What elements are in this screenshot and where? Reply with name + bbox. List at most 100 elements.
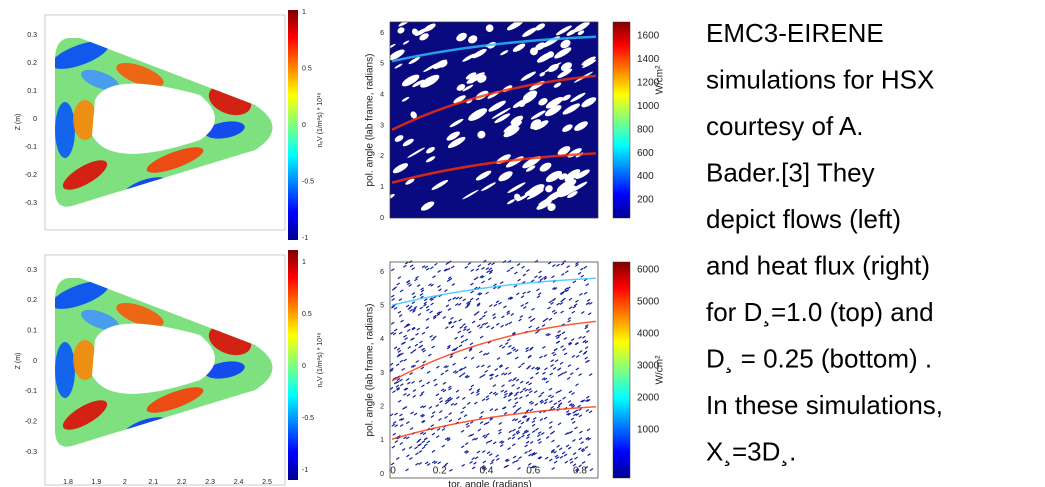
flux-dash [478, 350, 483, 354]
flux-dash [491, 262, 495, 266]
flux-dash [579, 292, 583, 296]
flux-dash [543, 377, 548, 381]
flux-dash [464, 338, 468, 342]
flux-dash [444, 289, 448, 293]
plots [44, 10, 631, 486]
flux-dash [578, 373, 582, 377]
flux-dash [548, 425, 553, 429]
flux-dash [500, 389, 505, 393]
flow-region [205, 361, 245, 379]
x-axis-label: tor. angle (radians) [448, 480, 531, 487]
flux-dash [462, 328, 467, 332]
flux-dash [525, 430, 530, 434]
flux-dash [440, 372, 445, 376]
flux-dash [577, 271, 582, 275]
flux-dash [553, 402, 558, 406]
flux-dash [526, 433, 531, 437]
flux-dash [393, 306, 398, 310]
flux-gap [401, 74, 420, 87]
flux-dash [568, 306, 573, 310]
flux-dash [495, 454, 500, 458]
flux-dash [585, 395, 590, 399]
flux-dash [492, 313, 496, 317]
flux-dash [488, 267, 493, 271]
labels: 0.3 0.2 0.1 0 -0.1 -0.2 -0.3 1 0.5 0 -0.5 -1 Z (m) nₑ… [15, 9, 943, 487]
flux-dash [569, 430, 574, 434]
flux-dash [495, 322, 500, 326]
flux-dash [399, 378, 403, 382]
flux-dash [425, 317, 430, 321]
flux-dash [527, 365, 532, 369]
flux-dash [445, 365, 449, 369]
flux-dash [581, 399, 586, 403]
flux-gap [477, 74, 487, 83]
flux-dash [433, 461, 438, 465]
flux-dash [418, 379, 423, 383]
flux-dash [586, 398, 591, 402]
flux-dash [470, 433, 475, 437]
flux-dash [464, 305, 469, 309]
flux-dash [471, 437, 476, 441]
flux-dash [557, 399, 562, 403]
flux-dash [580, 310, 585, 314]
flux-gap [470, 79, 476, 84]
flux-dash [435, 393, 440, 397]
flux-dash [390, 462, 395, 466]
flux-dash [510, 266, 514, 270]
flux-dash [504, 458, 509, 462]
flux-dash [586, 329, 590, 333]
flux-dash [544, 456, 549, 460]
flux-dash [511, 346, 515, 350]
flux-dash [515, 391, 520, 395]
flux-dash [411, 309, 416, 313]
flux-gap [419, 33, 429, 41]
flux-dash [397, 349, 402, 353]
flux-dash [390, 331, 394, 335]
flux-dash [575, 367, 580, 371]
flux-dash [431, 337, 435, 341]
flux-dash [582, 351, 587, 355]
flux-dash [569, 460, 574, 464]
flux-dash [586, 298, 591, 302]
flux-dash [498, 431, 502, 435]
flux-dash [419, 340, 423, 344]
flux-dash [478, 292, 483, 296]
colorbar-tick-label: 1 [302, 9, 306, 16]
flux-dash [564, 287, 569, 291]
flux-dash [531, 453, 535, 457]
flux-dash [572, 280, 577, 284]
colorbar [288, 10, 298, 240]
flux-dash [557, 422, 562, 426]
flow-region [55, 102, 75, 158]
y-tick-label: 0.2 [27, 297, 37, 304]
colorbar-tick-label: -1 [302, 235, 308, 242]
flux-dash [552, 264, 556, 268]
caption-line: EMC3-EIRENE [706, 18, 884, 48]
flux-dash [522, 273, 527, 277]
flux-dash [589, 468, 594, 472]
flux-dash [534, 402, 539, 406]
flux-dash [568, 342, 573, 346]
flux-dash [424, 461, 429, 465]
flux-dash [487, 365, 491, 369]
flux-dash [508, 344, 512, 348]
flux-dash [475, 310, 480, 314]
flux-dash [571, 404, 576, 408]
flux-dash [465, 450, 469, 454]
flux-dash [415, 332, 419, 336]
flux-dash [398, 298, 403, 302]
flux-dash [545, 332, 550, 336]
flux-dash [547, 306, 551, 310]
flux-gap [510, 115, 524, 125]
flux-dash [485, 352, 490, 356]
flux-dash [491, 458, 495, 462]
flux-gap [405, 178, 415, 185]
flux-dash [409, 308, 414, 312]
flux-dash [524, 451, 528, 455]
flux-dash [559, 455, 564, 459]
flux-gap [401, 96, 410, 102]
flux-gap [575, 169, 590, 179]
flux-dash [430, 302, 434, 306]
flux-dash [494, 374, 499, 378]
x-tick-label: 2.2 [177, 479, 187, 486]
